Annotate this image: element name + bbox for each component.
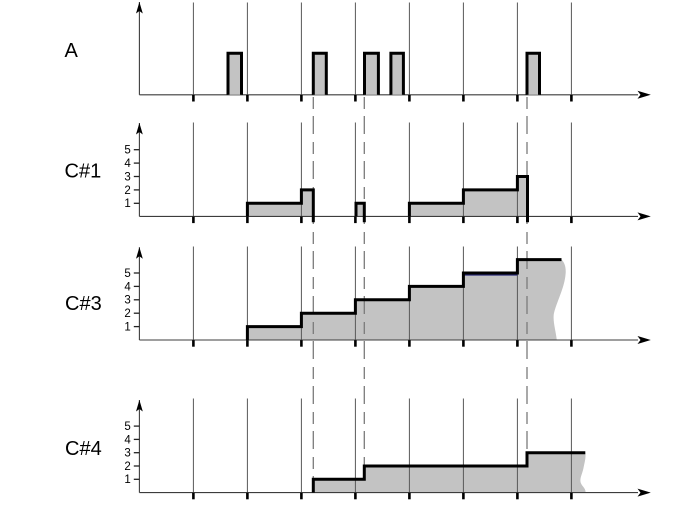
svg-text:1: 1	[124, 322, 130, 334]
svg-text:2: 2	[124, 308, 130, 320]
svg-text:5: 5	[124, 421, 130, 433]
svg-text:2: 2	[124, 185, 130, 197]
svg-text:4: 4	[124, 158, 131, 170]
svg-text:4: 4	[124, 281, 131, 293]
svg-text:5: 5	[124, 145, 130, 157]
svg-text:A: A	[65, 40, 79, 62]
svg-text:1: 1	[124, 198, 130, 210]
svg-text:3: 3	[124, 295, 130, 307]
svg-text:3: 3	[124, 171, 130, 183]
svg-text:C#3: C#3	[65, 293, 102, 315]
svg-text:2: 2	[124, 461, 130, 473]
svg-text:C#1: C#1	[65, 161, 102, 183]
svg-text:1: 1	[124, 474, 130, 486]
svg-text:5: 5	[124, 268, 130, 280]
svg-text:4: 4	[124, 434, 131, 446]
svg-text:C#4: C#4	[65, 438, 102, 460]
svg-text:3: 3	[124, 448, 130, 460]
